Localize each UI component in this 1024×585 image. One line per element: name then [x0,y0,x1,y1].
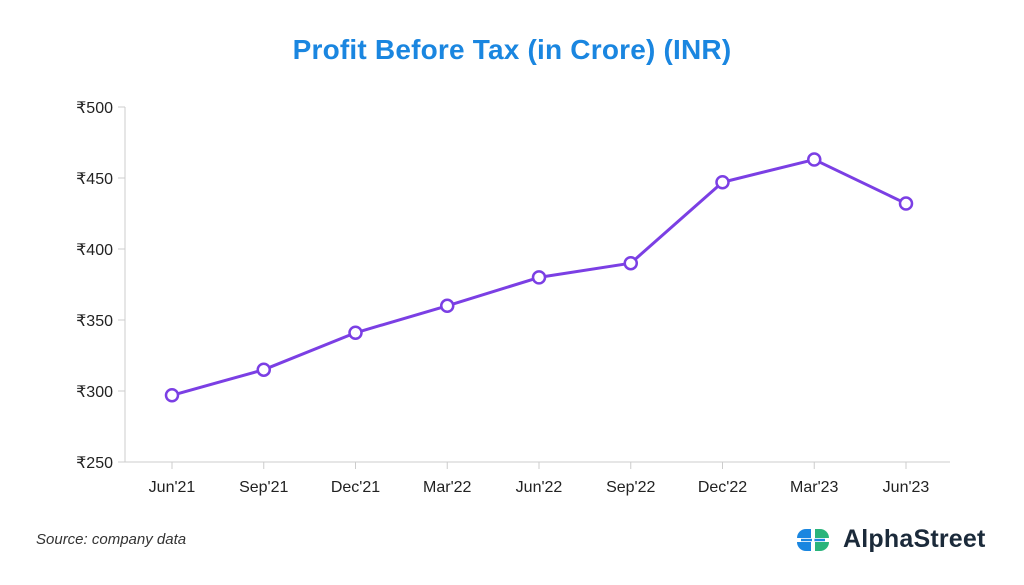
y-tick-label: ₹500 [76,100,113,117]
data-point [807,152,822,167]
x-tick-label: Dec'22 [698,479,747,496]
data-point [531,270,547,285]
line-chart: ₹250 ₹300 ₹350 ₹400 ₹450 ₹500 Jun'21 Sep'21 Dec… [76,100,950,496]
x-tick-label: Jun'22 [516,479,563,496]
data-point [164,388,180,403]
data-point [440,298,455,314]
y-tick-label: ₹350 [76,313,113,330]
data-point [623,255,638,271]
y-tick-label: ₹450 [76,171,113,188]
alphastreet-logo-icon [797,528,829,551]
y-axis-ticks: ₹250 ₹300 ₹350 ₹400 ₹450 ₹500 [76,100,125,472]
data-point [256,362,271,377]
x-tick-label: Sep'21 [239,479,288,496]
brand-name: AlphaStreet [843,525,986,553]
brand-logo: AlphaStreet [795,525,986,554]
data-point [898,196,914,211]
y-tick-label: ₹250 [76,455,113,472]
source-note: Source: company data [36,531,187,548]
x-axis-ticks: Jun'21 Sep'21 Dec'21 Mar'22 Jun'22 Sep'22 Dec'… [149,462,930,496]
series-group [164,152,914,403]
data-point [715,175,730,190]
x-tick-label: Mar'22 [423,479,472,496]
axes [124,107,950,463]
x-tick-label: Dec'21 [331,479,380,496]
data-point [348,325,363,341]
x-tick-label: Sep'22 [606,479,655,496]
y-tick-label: ₹400 [76,242,113,259]
x-tick-label: Mar'23 [790,479,839,496]
x-tick-label: Jun'23 [883,479,930,496]
chart-title: Profit Before Tax (in Crore) (INR) [292,34,732,65]
x-tick-label: Jun'21 [149,479,196,496]
y-tick-label: ₹300 [76,384,113,401]
